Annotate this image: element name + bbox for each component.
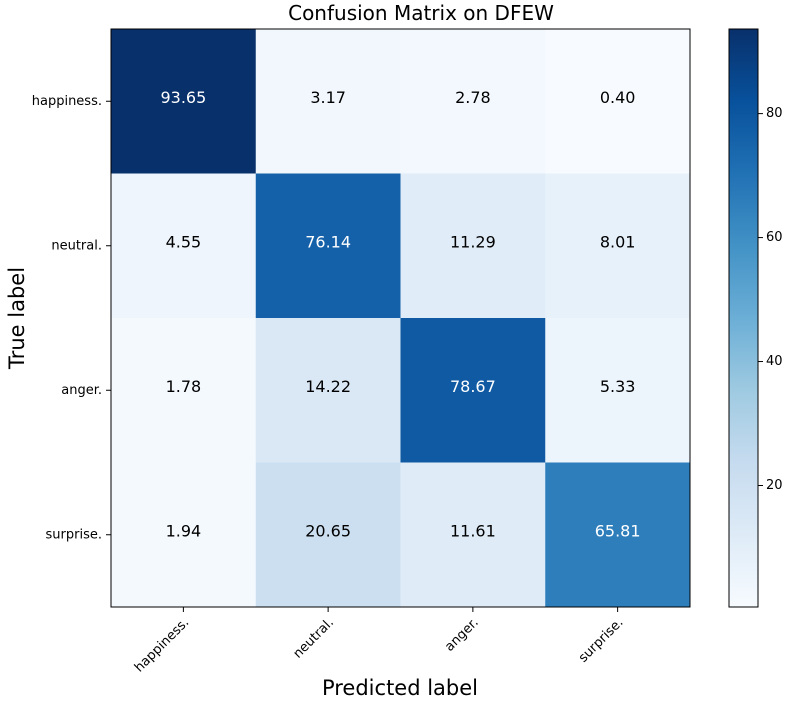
heatmap-cell <box>545 173 691 319</box>
x-axis-label: Predicted label <box>322 676 478 700</box>
x-tick-label: anger. <box>442 615 481 654</box>
x-axis-ticks: happiness. neutral. anger. surprise. <box>132 607 627 676</box>
heatmap-cell <box>400 173 546 319</box>
y-tick-label: neutral. <box>51 238 102 253</box>
cell-value-label: 8.01 <box>600 232 636 251</box>
cell-value-label: 2.78 <box>455 88 491 107</box>
heatmap-cell <box>545 318 691 463</box>
cell-value-label: 0.40 <box>600 88 636 107</box>
cell-value-label: 93.65 <box>160 88 206 107</box>
cell-value-label: 3.17 <box>310 88 346 107</box>
heatmap-cell-labels: 93.65 3.17 2.78 0.40 4.55 76.14 11.29 8.01 1.78 1… <box>160 88 640 541</box>
colorbar <box>728 28 759 608</box>
cell-value-label: 76.14 <box>305 232 351 251</box>
cell-value-label: 20.65 <box>305 521 351 540</box>
heatmap-cell <box>400 318 546 463</box>
heatmap-cells <box>111 29 691 608</box>
heatmap-cell <box>545 462 691 608</box>
y-tick-label: anger. <box>61 383 102 398</box>
colorbar-tick-label: 20 <box>766 478 783 493</box>
colorbar-tick-label: 40 <box>766 354 783 369</box>
heatmap-cell <box>255 29 401 174</box>
heatmap-cell <box>111 29 257 174</box>
heatmap-cell <box>545 29 691 174</box>
heatmap-cell <box>255 318 401 463</box>
cell-value-label: 11.61 <box>450 521 496 540</box>
x-tick-label: neutral. <box>291 615 337 661</box>
colorbar-tick-label: 60 <box>766 230 783 245</box>
y-axis-label: True label <box>5 267 29 370</box>
heatmap-cell <box>255 173 401 319</box>
heatmap-cell <box>111 462 257 608</box>
cell-value-label: 78.67 <box>450 377 496 396</box>
colorbar-tick-label: 80 <box>766 106 783 121</box>
heatmap-cell <box>400 29 546 174</box>
plot-frame <box>110 28 691 608</box>
heatmap-cell <box>400 462 546 608</box>
y-tick-label: happiness. <box>32 94 102 109</box>
heatmap-cell <box>255 462 401 608</box>
cell-value-label: 1.78 <box>166 377 202 396</box>
heatmap-cell <box>111 173 257 319</box>
cell-value-label: 14.22 <box>305 377 351 396</box>
x-tick-label: happiness. <box>132 615 192 675</box>
y-axis-ticks: happiness. neutral. anger. surprise. <box>32 94 111 542</box>
y-tick-label: surprise. <box>46 527 102 542</box>
cell-value-label: 1.94 <box>166 521 202 540</box>
cell-value-label: 4.55 <box>166 232 202 251</box>
heatmap-cell <box>111 318 257 463</box>
colorbar-ticks: 20 40 60 80 <box>758 106 783 493</box>
x-tick-label: surprise. <box>576 615 627 666</box>
cell-value-label: 65.81 <box>595 521 641 540</box>
cell-value-label: 11.29 <box>450 232 496 251</box>
chart-title: Confusion Matrix on DFEW <box>288 1 554 25</box>
cell-value-label: 5.33 <box>600 377 636 396</box>
